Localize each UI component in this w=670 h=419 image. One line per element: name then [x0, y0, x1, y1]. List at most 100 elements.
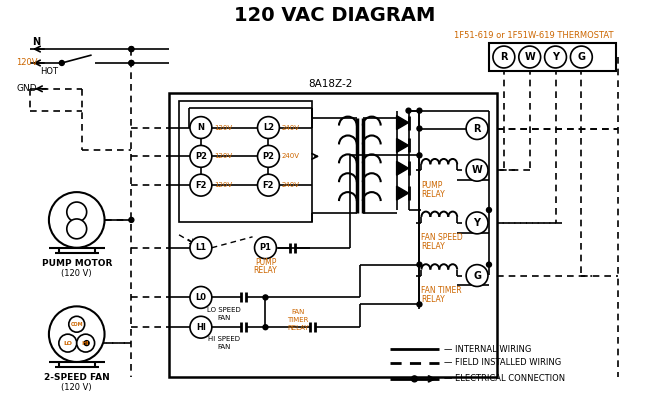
Text: LO: LO — [63, 341, 72, 346]
Circle shape — [190, 316, 212, 338]
Circle shape — [486, 207, 492, 212]
Circle shape — [417, 108, 422, 113]
Circle shape — [77, 334, 94, 352]
Text: L0: L0 — [196, 293, 206, 302]
Circle shape — [49, 192, 105, 248]
Bar — [489, 43, 616, 71]
Circle shape — [84, 341, 89, 346]
Text: 240V: 240V — [281, 124, 299, 131]
Text: (120 V): (120 V) — [62, 269, 92, 278]
Bar — [179, 101, 312, 222]
Circle shape — [466, 212, 488, 234]
Text: 120V: 120V — [16, 59, 38, 67]
Text: FAN SPEED: FAN SPEED — [421, 233, 463, 242]
Text: G: G — [578, 52, 586, 62]
Text: 120V: 120V — [214, 182, 232, 188]
Text: RELAY: RELAY — [287, 325, 309, 331]
Circle shape — [466, 159, 488, 181]
Text: HI: HI — [82, 341, 90, 346]
Circle shape — [570, 46, 592, 68]
Circle shape — [519, 46, 541, 68]
Text: RELAY: RELAY — [421, 190, 445, 199]
Text: RELAY: RELAY — [421, 242, 445, 251]
Circle shape — [69, 316, 84, 332]
Text: FAN: FAN — [217, 315, 230, 321]
Circle shape — [67, 202, 86, 222]
Circle shape — [129, 47, 134, 52]
Circle shape — [545, 46, 566, 68]
Text: Y: Y — [552, 52, 559, 62]
Circle shape — [60, 60, 64, 65]
Circle shape — [493, 46, 515, 68]
Text: RELAY: RELAY — [421, 295, 445, 304]
Circle shape — [466, 265, 488, 287]
Bar — [169, 93, 497, 377]
Circle shape — [486, 262, 492, 267]
Circle shape — [190, 287, 212, 308]
Circle shape — [190, 145, 212, 167]
Text: 240V: 240V — [281, 182, 299, 188]
Text: 2-SPEED FAN: 2-SPEED FAN — [44, 373, 110, 383]
Circle shape — [67, 219, 86, 239]
Circle shape — [190, 116, 212, 138]
Text: TIMER: TIMER — [287, 317, 309, 323]
Circle shape — [466, 118, 488, 140]
Text: RELAY: RELAY — [253, 266, 277, 275]
Circle shape — [129, 60, 134, 65]
Text: P2: P2 — [195, 152, 207, 161]
Text: 120V: 120V — [214, 153, 232, 159]
Text: W: W — [472, 165, 482, 175]
Circle shape — [417, 126, 422, 131]
Text: PUMP MOTOR: PUMP MOTOR — [42, 259, 112, 268]
Circle shape — [257, 116, 279, 138]
Text: — INTERNAL WIRING: — INTERNAL WIRING — [444, 344, 532, 354]
Text: FAN: FAN — [291, 309, 305, 316]
Text: — FIELD INSTALLED WIRING: — FIELD INSTALLED WIRING — [444, 359, 561, 367]
Text: F2: F2 — [195, 181, 206, 190]
Text: N: N — [32, 37, 40, 47]
Text: GND: GND — [16, 84, 37, 93]
Circle shape — [49, 306, 105, 362]
Text: COM: COM — [70, 322, 83, 327]
Circle shape — [417, 302, 422, 307]
Polygon shape — [397, 116, 409, 129]
Circle shape — [190, 174, 212, 196]
Text: P1: P1 — [259, 243, 271, 252]
Circle shape — [59, 334, 77, 352]
Polygon shape — [397, 186, 409, 200]
Text: 240V: 240V — [281, 153, 299, 159]
Text: L2: L2 — [263, 123, 274, 132]
Circle shape — [190, 237, 212, 259]
Text: R: R — [500, 52, 508, 62]
Circle shape — [257, 174, 279, 196]
Text: HI SPEED: HI SPEED — [208, 336, 240, 342]
Text: PUMP: PUMP — [421, 181, 443, 190]
Circle shape — [129, 47, 134, 52]
Polygon shape — [397, 138, 409, 153]
Text: N: N — [198, 123, 204, 132]
Text: R: R — [473, 124, 481, 134]
Circle shape — [129, 60, 134, 65]
Text: 120V: 120V — [214, 124, 232, 131]
Text: W: W — [525, 52, 535, 62]
Text: — ELECTRICAL CONNECTION: — ELECTRICAL CONNECTION — [444, 374, 565, 383]
Text: LO SPEED: LO SPEED — [207, 307, 241, 313]
Circle shape — [257, 145, 279, 167]
Circle shape — [129, 217, 134, 222]
Text: G: G — [473, 271, 481, 281]
Circle shape — [417, 262, 422, 267]
Text: Y: Y — [474, 218, 480, 228]
Text: (120 V): (120 V) — [62, 383, 92, 392]
Text: HOT: HOT — [40, 67, 58, 76]
Circle shape — [411, 376, 417, 382]
Circle shape — [406, 108, 411, 113]
Text: HI: HI — [196, 323, 206, 332]
Text: F2: F2 — [263, 181, 274, 190]
Text: 120 VAC DIAGRAM: 120 VAC DIAGRAM — [234, 6, 436, 25]
Text: FAN: FAN — [217, 344, 230, 350]
Text: PUMP: PUMP — [255, 258, 276, 267]
Text: 1F51-619 or 1F51W-619 THERMOSTAT: 1F51-619 or 1F51W-619 THERMOSTAT — [454, 31, 614, 40]
Polygon shape — [397, 161, 409, 175]
Circle shape — [263, 325, 268, 330]
Text: P2: P2 — [263, 152, 275, 161]
